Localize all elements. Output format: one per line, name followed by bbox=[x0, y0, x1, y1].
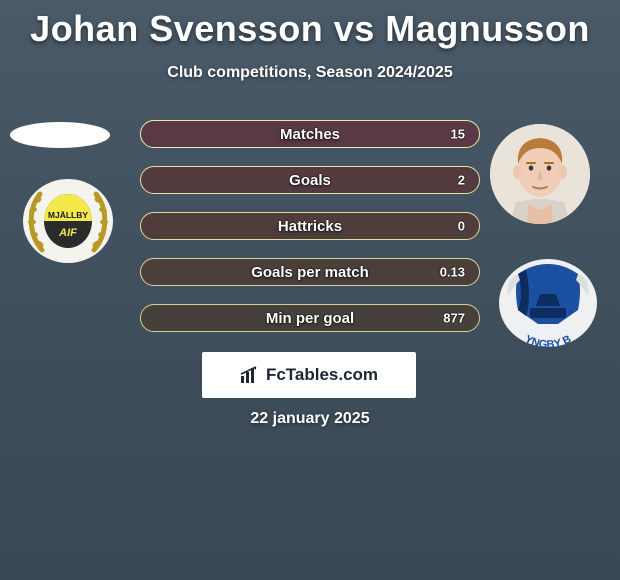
stat-row: Hattricks 0 bbox=[140, 212, 480, 240]
stat-label: Goals per match bbox=[251, 264, 369, 281]
stat-row: Matches 15 bbox=[140, 120, 480, 148]
stat-pill: Hattricks 0 bbox=[140, 212, 480, 240]
stat-label: Matches bbox=[280, 126, 340, 143]
logo-text: FcTables.com bbox=[266, 365, 378, 385]
stat-row: Min per goal 877 bbox=[140, 304, 480, 332]
stat-value: 2 bbox=[458, 173, 465, 188]
stat-pill: Matches 15 bbox=[140, 120, 480, 148]
stat-pill: Goals per match 0.13 bbox=[140, 258, 480, 286]
stat-pill: Goals 2 bbox=[140, 166, 480, 194]
fctables-logo: FcTables.com bbox=[202, 352, 416, 398]
stat-label: Hattricks bbox=[278, 218, 342, 235]
stats-container: Matches 15 Goals 2 Hattricks 0 Goals per… bbox=[0, 120, 620, 350]
bar-chart-icon bbox=[240, 366, 262, 384]
stat-value: 877 bbox=[443, 311, 465, 326]
stat-pill: Min per goal 877 bbox=[140, 304, 480, 332]
card-subtitle: Club competitions, Season 2024/2025 bbox=[0, 64, 620, 82]
stat-row: Goals per match 0.13 bbox=[140, 258, 480, 286]
stat-label: Min per goal bbox=[266, 310, 354, 327]
card-title: Johan Svensson vs Magnusson bbox=[0, 0, 620, 50]
stat-value: 0.13 bbox=[440, 265, 465, 280]
stat-value: 15 bbox=[451, 127, 465, 142]
stat-label: Goals bbox=[289, 172, 331, 189]
card-date: 22 january 2025 bbox=[0, 410, 620, 428]
comparison-card: Johan Svensson vs Magnusson Club competi… bbox=[0, 0, 620, 580]
stat-row: Goals 2 bbox=[140, 166, 480, 194]
stat-value: 0 bbox=[458, 219, 465, 234]
